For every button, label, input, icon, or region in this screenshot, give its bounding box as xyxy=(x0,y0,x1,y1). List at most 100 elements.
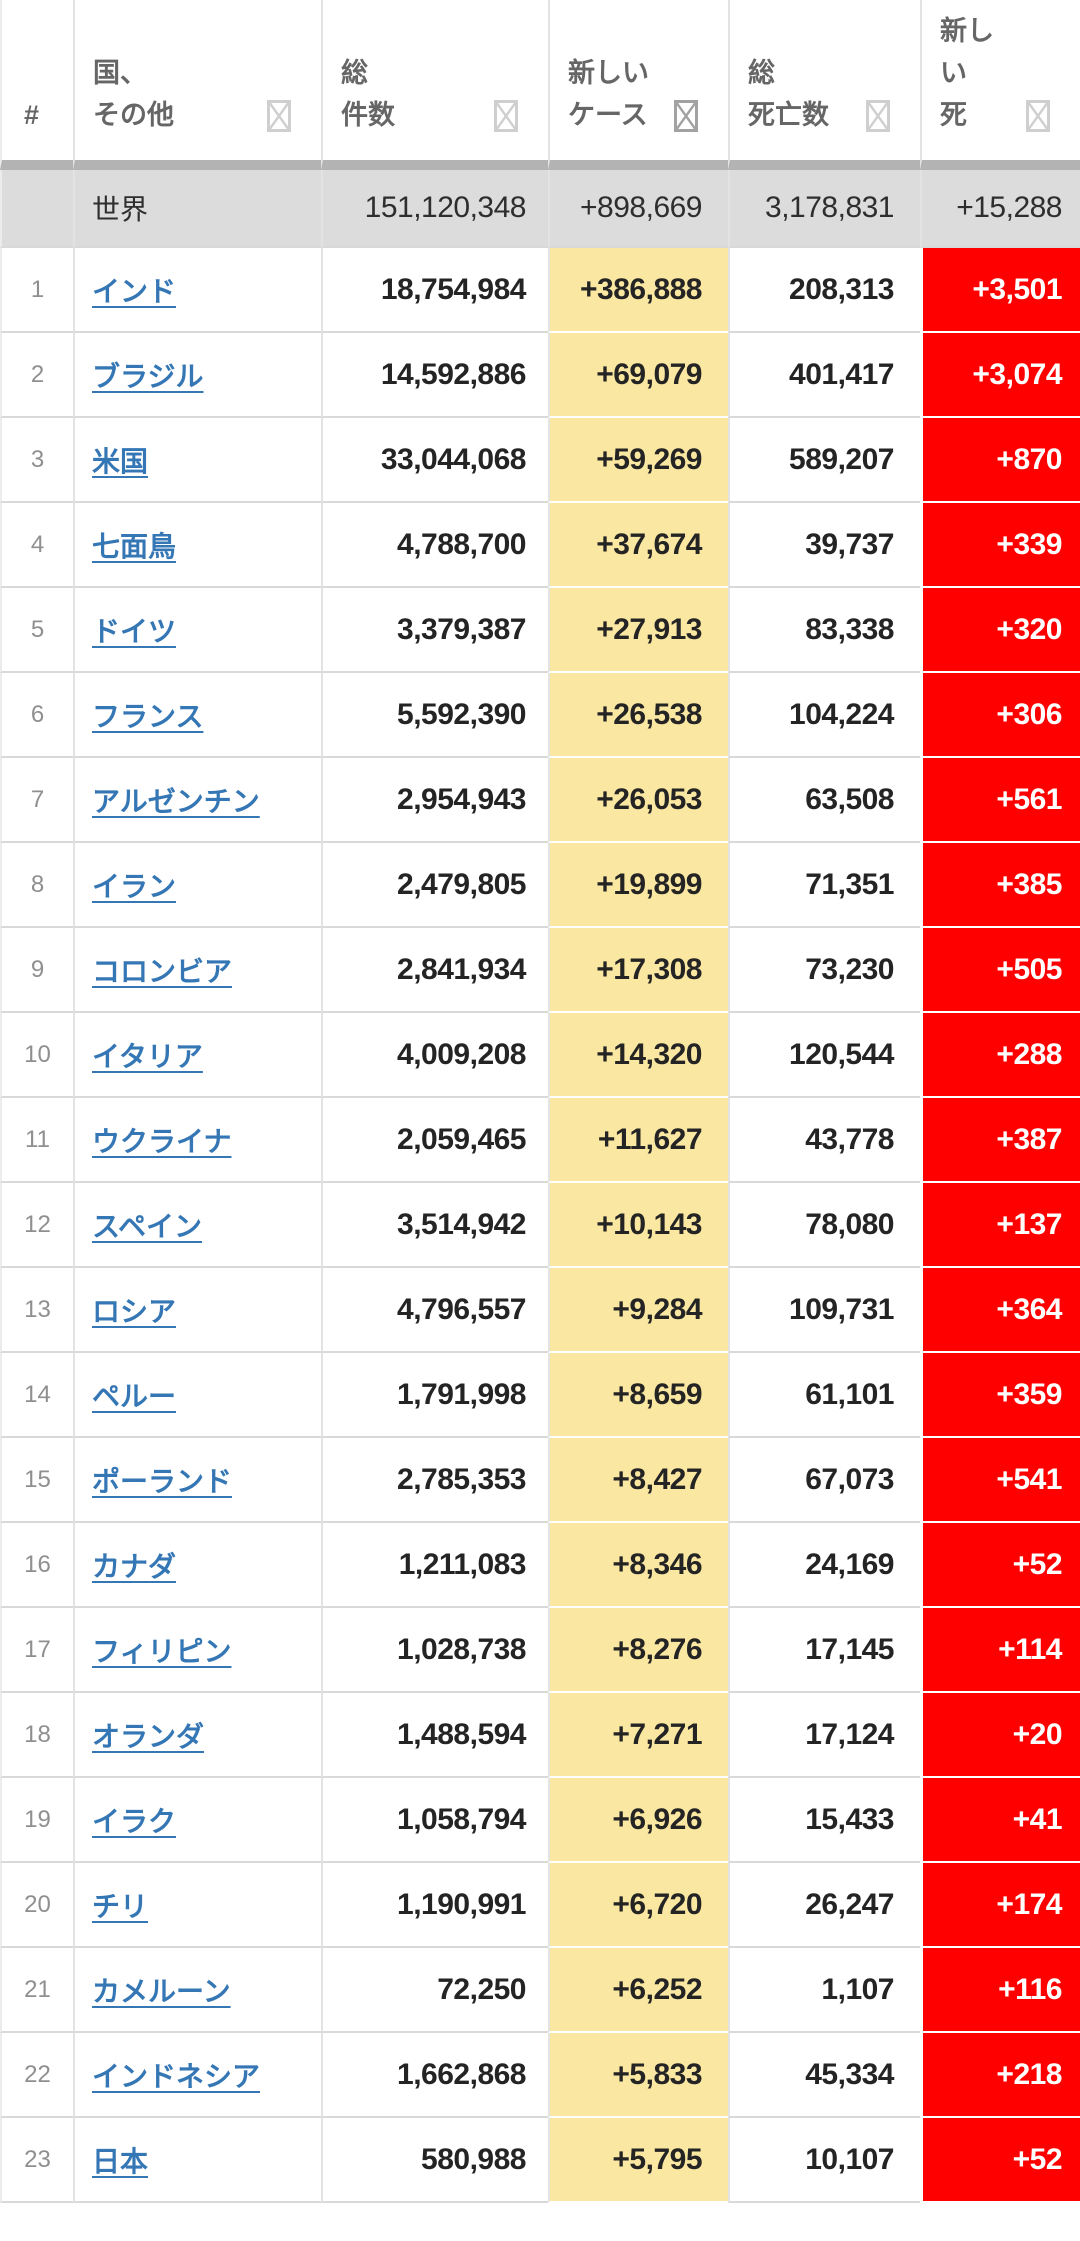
country-link[interactable]: ペルー xyxy=(92,1380,177,1412)
country-link[interactable]: ブラジル xyxy=(92,360,204,392)
country-row: 21 カメルーン 72,250 +6,252 1,107 +116 xyxy=(0,1948,1080,2033)
new-deaths-cell: +20 xyxy=(920,1693,1080,1778)
rank-cell: 23 xyxy=(0,2118,73,2203)
country-cell: インド xyxy=(73,248,321,333)
total-cases-cell: 4,009,208 xyxy=(321,1013,548,1098)
new-deaths-cell: +359 xyxy=(920,1353,1080,1438)
rank-cell: 12 xyxy=(0,1183,73,1268)
rank-cell: 9 xyxy=(0,928,73,1013)
total-cases-cell: 1,211,083 xyxy=(321,1523,548,1608)
new-cases-cell: +5,833 xyxy=(548,2033,728,2118)
country-row: 20 チリ 1,190,991 +6,720 26,247 +174 xyxy=(0,1863,1080,1948)
total-cases-cell: 2,785,353 xyxy=(321,1438,548,1523)
new-deaths-cell: +505 xyxy=(920,928,1080,1013)
world-total-deaths-cell: 3,178,831 xyxy=(728,170,920,248)
column-header-total-cases[interactable]: 総 件数 xyxy=(321,0,548,170)
total-deaths-cell: 24,169 xyxy=(728,1523,920,1608)
total-cases-cell: 2,954,943 xyxy=(321,758,548,843)
country-row: 16 カナダ 1,211,083 +8,346 24,169 +52 xyxy=(0,1523,1080,1608)
country-link[interactable]: フランス xyxy=(92,700,204,732)
total-deaths-cell: 39,737 xyxy=(728,503,920,588)
total-cases-cell: 72,250 xyxy=(321,1948,548,2033)
total-deaths-cell: 104,224 xyxy=(728,673,920,758)
new-deaths-cell: +41 xyxy=(920,1778,1080,1863)
rank-cell: 11 xyxy=(0,1098,73,1183)
new-cases-filter-icon[interactable] xyxy=(674,100,698,132)
country-cell: ペルー xyxy=(73,1353,321,1438)
column-header-country[interactable]: 国、 その他 xyxy=(73,0,321,170)
new-cases-cell: +19,899 xyxy=(548,843,728,928)
new-cases-cell: +37,674 xyxy=(548,503,728,588)
new-cases-cell: +6,252 xyxy=(548,1948,728,2033)
total-deaths-cell: 15,433 xyxy=(728,1778,920,1863)
rank-cell: 17 xyxy=(0,1608,73,1693)
country-cell: イラク xyxy=(73,1778,321,1863)
country-cell: 米国 xyxy=(73,418,321,503)
total-deaths-cell: 78,080 xyxy=(728,1183,920,1268)
column-header-new-cases-label: 新しい ケース xyxy=(568,58,649,130)
new-deaths-cell: +116 xyxy=(920,1948,1080,2033)
country-cell: フィリピン xyxy=(73,1608,321,1693)
country-link[interactable]: コロンビア xyxy=(92,955,233,987)
country-link[interactable]: ドイツ xyxy=(92,615,177,647)
new-deaths-cell: +137 xyxy=(920,1183,1080,1268)
country-link[interactable]: チリ xyxy=(92,1890,149,1922)
country-link[interactable]: インド xyxy=(92,275,177,307)
country-cell: ロシア xyxy=(73,1268,321,1353)
country-link[interactable]: 米国 xyxy=(92,445,149,477)
total-deaths-filter-icon[interactable] xyxy=(866,100,890,132)
country-link[interactable]: アルゼンチン xyxy=(92,785,260,817)
country-row: 5 ドイツ 3,379,387 +27,913 83,338 +320 xyxy=(0,588,1080,673)
total-cases-cell: 33,044,068 xyxy=(321,418,548,503)
total-cases-cell: 14,592,886 xyxy=(321,333,548,418)
new-cases-cell: +7,271 xyxy=(548,1693,728,1778)
country-link[interactable]: インドネシア xyxy=(92,2060,261,2092)
country-link[interactable]: フィリピン xyxy=(92,1635,232,1667)
country-link[interactable]: カナダ xyxy=(92,1550,177,1582)
new-deaths-filter-icon[interactable] xyxy=(1026,100,1050,132)
new-deaths-cell: +320 xyxy=(920,588,1080,673)
total-cases-cell: 1,791,998 xyxy=(321,1353,548,1438)
total-deaths-cell: 61,101 xyxy=(728,1353,920,1438)
rank-cell: 13 xyxy=(0,1268,73,1353)
country-link[interactable]: 日本 xyxy=(92,2145,149,2177)
total-cases-cell: 580,988 xyxy=(321,2118,548,2203)
country-cell: 日本 xyxy=(73,2118,321,2203)
country-link[interactable]: ウクライナ xyxy=(92,1125,232,1157)
new-cases-cell: +8,276 xyxy=(548,1608,728,1693)
country-link[interactable]: 七面鳥 xyxy=(92,530,177,562)
country-link[interactable]: イラク xyxy=(92,1805,177,1837)
column-header-total-deaths[interactable]: 総 死亡数 xyxy=(728,0,920,170)
country-link[interactable]: イタリア xyxy=(92,1040,203,1072)
country-link[interactable]: スペイン xyxy=(92,1210,203,1242)
country-row: 18 オランダ 1,488,594 +7,271 17,124 +20 xyxy=(0,1693,1080,1778)
country-link[interactable]: ロシア xyxy=(92,1295,177,1327)
total-deaths-cell: 17,145 xyxy=(728,1608,920,1693)
total-cases-filter-icon[interactable] xyxy=(494,100,518,132)
new-deaths-cell: +870 xyxy=(920,418,1080,503)
total-deaths-cell: 401,417 xyxy=(728,333,920,418)
country-row: 3 米国 33,044,068 +59,269 589,207 +870 xyxy=(0,418,1080,503)
country-cell: スペイン xyxy=(73,1183,321,1268)
total-cases-cell: 4,788,700 xyxy=(321,503,548,588)
total-deaths-cell: 10,107 xyxy=(728,2118,920,2203)
country-link[interactable]: カメルーン xyxy=(92,1975,231,2007)
column-header-rank[interactable]: # xyxy=(0,0,73,170)
country-filter-icon[interactable] xyxy=(267,100,291,132)
column-header-new-cases[interactable]: 新しい ケース xyxy=(548,0,728,170)
total-cases-cell: 1,028,738 xyxy=(321,1608,548,1693)
country-link[interactable]: イラン xyxy=(92,870,177,902)
new-cases-cell: +9,284 xyxy=(548,1268,728,1353)
column-header-new-deaths[interactable]: 新し い 死 xyxy=(920,0,1080,170)
new-cases-cell: +6,926 xyxy=(548,1778,728,1863)
country-link[interactable]: オランダ xyxy=(92,1720,205,1752)
total-deaths-cell: 589,207 xyxy=(728,418,920,503)
total-cases-cell: 3,379,387 xyxy=(321,588,548,673)
country-row: 9 コロンビア 2,841,934 +17,308 73,230 +505 xyxy=(0,928,1080,1013)
country-cell: イラン xyxy=(73,843,321,928)
country-row: 14 ペルー 1,791,998 +8,659 61,101 +359 xyxy=(0,1353,1080,1438)
new-deaths-cell: +174 xyxy=(920,1863,1080,1948)
rank-cell: 15 xyxy=(0,1438,73,1523)
country-link[interactable]: ポーランド xyxy=(92,1465,233,1497)
country-cell: オランダ xyxy=(73,1693,321,1778)
